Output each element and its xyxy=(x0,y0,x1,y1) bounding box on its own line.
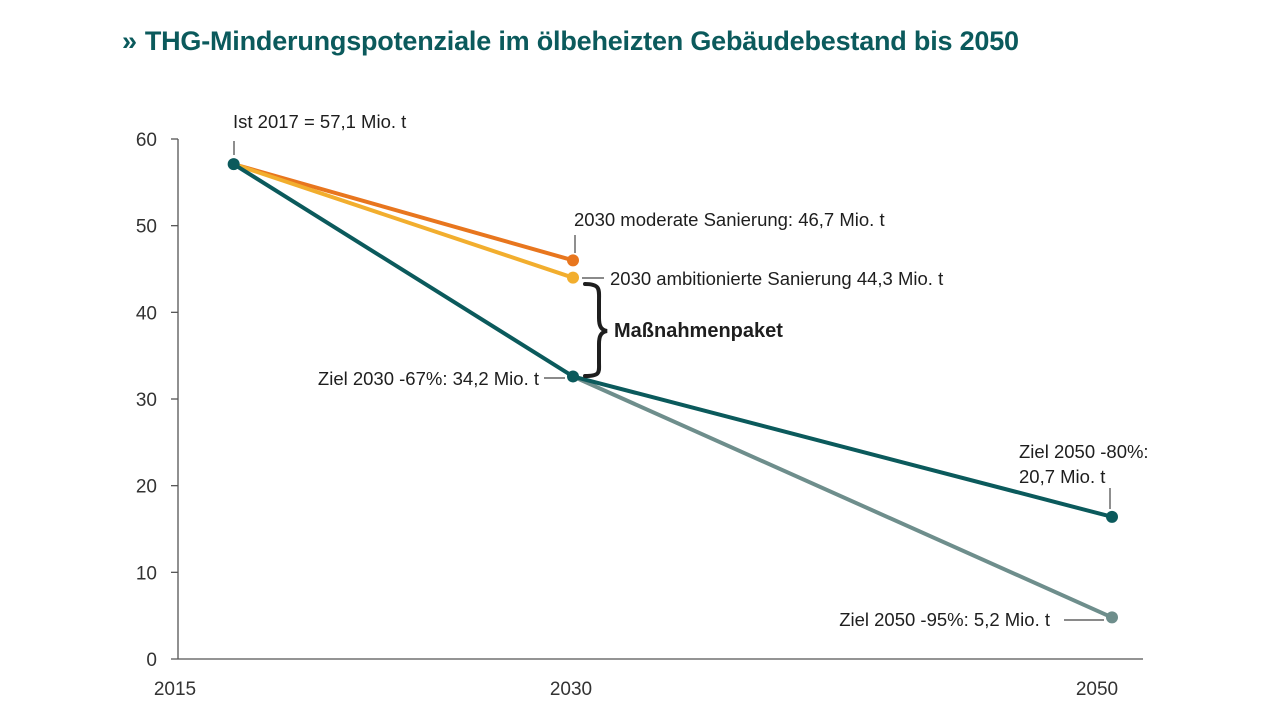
annotation-label: Ziel 2050 -95%: 5,2 Mio. t xyxy=(839,609,1050,630)
chart-title-text: THG-Minderungspotenziale im ölbeheizten … xyxy=(144,26,1019,56)
annotation-label: Ziel 2030 -67%: 34,2 Mio. t xyxy=(318,368,539,389)
x-tick-label: 2030 xyxy=(550,679,592,700)
x-tick-label: 2050 xyxy=(1076,679,1118,700)
annotation-label: 20,7 Mio. t xyxy=(1019,466,1105,487)
series-line xyxy=(571,374,1114,620)
data-point xyxy=(227,158,240,171)
data-points xyxy=(227,158,1118,624)
y-tick-label: 20 xyxy=(136,477,157,498)
data-point xyxy=(567,271,579,284)
annotation-label: 2030 moderate Sanierung: 46,7 Mio. t xyxy=(574,209,885,230)
annotation-label: Maßnahmenpaket xyxy=(614,320,783,342)
y-tick-label: 50 xyxy=(136,217,157,238)
series-line xyxy=(231,162,575,263)
annotations: Ist 2017 = 57,1 Mio. t 2030 moderate Sani… xyxy=(233,111,1149,630)
series-line xyxy=(231,162,575,280)
data-point xyxy=(1106,510,1118,523)
series-lines xyxy=(231,162,1114,620)
data-point xyxy=(567,254,579,267)
y-tick-label: 0 xyxy=(146,650,157,671)
axes xyxy=(171,138,1143,660)
curly-brace xyxy=(583,282,608,378)
y-tick-label: 30 xyxy=(136,390,157,411)
x-tick-label: 2015 xyxy=(154,679,196,700)
annotation-label: Ist 2017 = 57,1 Mio. t xyxy=(233,111,406,132)
annotation-label: Ziel 2050 -80%: xyxy=(1019,441,1149,462)
annotation-label: 2030 ambitionierte Sanierung 44,3 Mio. t xyxy=(610,268,943,289)
y-tick-label: 60 xyxy=(136,130,157,151)
data-point xyxy=(1106,611,1118,624)
chevron-right-icon: » xyxy=(122,26,137,56)
data-point xyxy=(567,370,579,383)
y-tick-label: 10 xyxy=(136,563,157,584)
annotation-leaders xyxy=(233,141,1111,621)
y-tick-label: 40 xyxy=(136,303,157,324)
chart-title: » THG-Minderungspotenziale im ölbeheizten… xyxy=(122,26,1019,57)
